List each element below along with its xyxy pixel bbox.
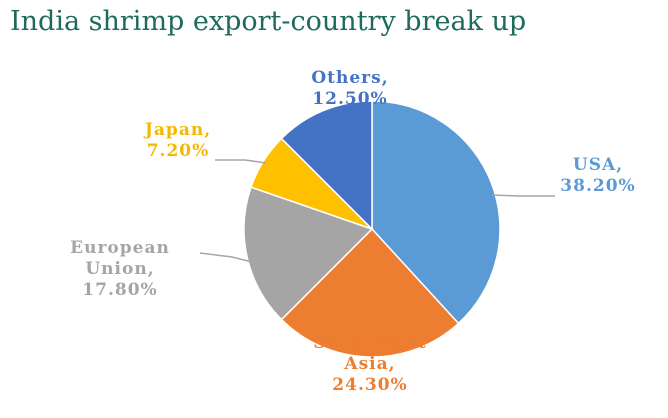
pie-slice-south-east-asia xyxy=(280,227,460,358)
slice-label-others: Others, 12.50% xyxy=(300,68,400,110)
slice-name: Japan, xyxy=(144,120,212,140)
leader-line xyxy=(215,159,267,164)
slice-label-japan: Japan, 7.20% xyxy=(128,120,228,162)
slice-value: 7.20% xyxy=(146,141,210,161)
slice-name: South East Asia, xyxy=(313,333,427,374)
pie-slice-european-union xyxy=(243,186,374,321)
slice-name: Others, xyxy=(311,68,389,88)
slice-value: 24.30% xyxy=(332,375,408,395)
chart-title: India shrimp export-country break up xyxy=(10,6,527,37)
leader-line xyxy=(199,252,253,263)
slice-value: 38.20% xyxy=(560,176,636,196)
slice-name: European Union, xyxy=(70,238,170,279)
pie-slice-usa xyxy=(371,100,501,325)
slice-label-south-east-asia: South East Asia, 24.30% xyxy=(300,333,440,396)
slice-label-usa: USA, 38.20% xyxy=(548,155,648,197)
pie-slice-others xyxy=(280,100,373,231)
slice-name: USA, xyxy=(572,155,624,175)
leader-line xyxy=(491,194,555,197)
slice-value: 12.50% xyxy=(312,89,388,109)
slice-label-european-union: European Union, 17.80% xyxy=(55,238,185,301)
slice-value: 17.80% xyxy=(82,280,158,300)
